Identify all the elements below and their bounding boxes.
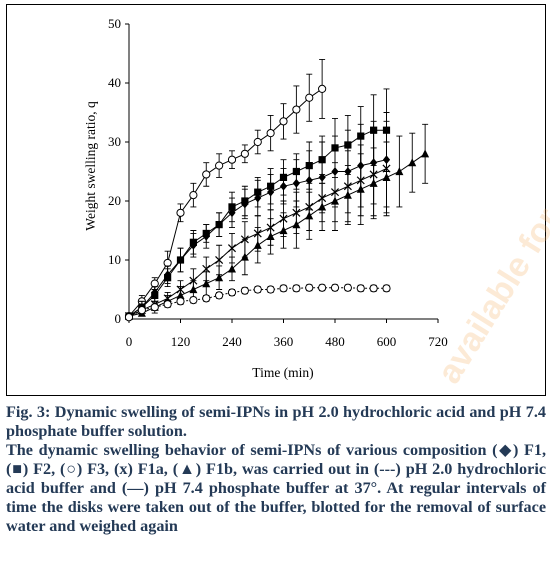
data-point	[240, 286, 249, 295]
y-tick-label: 10	[108, 252, 121, 267]
data-point	[215, 273, 224, 282]
data-point	[227, 155, 237, 164]
data-point	[202, 170, 211, 179]
data-point	[343, 283, 352, 292]
data-point	[228, 264, 236, 273]
data-point	[279, 117, 288, 126]
data-point	[253, 137, 262, 147]
data-point	[227, 288, 237, 297]
figure-caption: Fig. 3: Dynamic swelling of semi-IPNs in…	[6, 403, 546, 536]
data-point	[292, 178, 300, 188]
y-tick-label: 0	[115, 311, 122, 326]
data-point	[279, 284, 288, 293]
data-point	[215, 255, 224, 265]
data-point	[202, 264, 211, 273]
data-point	[176, 297, 185, 306]
chart-axes: 0 120 240 360 480 600 720 0 10 20 30 40 50	[108, 16, 448, 349]
data-point	[254, 193, 262, 203]
data-point	[356, 284, 365, 293]
data-point	[343, 190, 352, 199]
y-tick-label: 40	[108, 75, 121, 90]
data-point	[356, 184, 365, 193]
data-point	[408, 158, 417, 167]
caption-title: Fig. 3: Dynamic swelling of semi-IPNs in…	[6, 403, 546, 440]
data-point	[189, 191, 198, 200]
data-point	[124, 313, 134, 322]
data-point	[279, 226, 288, 235]
data-point	[331, 196, 339, 205]
x-tick-label: 0	[126, 334, 133, 349]
data-point	[202, 279, 211, 288]
data-point	[228, 208, 236, 218]
x-tick-label: 120	[171, 334, 191, 349]
data-point	[369, 284, 378, 293]
x-tick-label: 360	[274, 334, 294, 349]
data-point	[241, 199, 249, 209]
x-tick-label: 600	[377, 334, 397, 349]
data-point	[292, 220, 301, 229]
data-point	[176, 291, 185, 299]
data-series	[124, 283, 391, 322]
x-axis-label: Time (min)	[252, 365, 313, 380]
chart-series	[124, 58, 430, 322]
data-point	[318, 283, 327, 292]
data-point	[395, 167, 404, 176]
data-point	[266, 129, 275, 138]
data-point	[189, 240, 197, 250]
data-point	[240, 149, 249, 158]
data-point	[305, 211, 314, 220]
y-tick-label: 20	[108, 193, 121, 208]
data-point	[215, 161, 224, 170]
data-point	[305, 283, 314, 292]
caption-description: The dynamic swelling behavior of semi-IP…	[6, 441, 546, 535]
data-point	[189, 296, 198, 305]
data-point	[279, 181, 288, 191]
series-line	[128, 88, 323, 317]
data-point	[240, 252, 249, 261]
data-point	[253, 285, 262, 294]
data-point	[318, 84, 327, 94]
data-point	[382, 284, 391, 293]
data-point	[253, 240, 262, 249]
data-point	[189, 285, 198, 294]
data-point	[215, 291, 224, 300]
data-point	[369, 178, 378, 187]
data-point	[292, 105, 301, 114]
data-point	[215, 220, 223, 229]
x-tick-label: 480	[325, 334, 345, 349]
data-point	[266, 232, 275, 240]
data-point	[137, 306, 146, 315]
data-point	[305, 175, 313, 185]
data-point	[164, 270, 172, 280]
data-series	[125, 123, 430, 320]
y-tick-label: 30	[108, 134, 121, 149]
swelling-chart: 0 120 240 360 480 600 720 0 10 20 30 40 50 Weight sw…	[83, 16, 448, 380]
data-point	[421, 149, 430, 158]
data-point	[318, 202, 327, 211]
data-point	[292, 284, 301, 293]
data-point	[202, 232, 210, 241]
data-point	[163, 300, 172, 309]
data-point	[176, 208, 185, 217]
data-point	[151, 288, 159, 297]
data-point	[330, 283, 340, 292]
series-line	[128, 153, 426, 317]
data-point	[150, 303, 159, 312]
y-axis-label: Weight swelling ratio, q	[83, 101, 98, 231]
figure-frame: 0 120 240 360 480 600 720 0 10 20 30 40 50 Weight sw…	[6, 4, 546, 396]
y-tick-label: 50	[108, 16, 121, 31]
x-tick-label: 240	[222, 334, 242, 349]
data-point	[227, 244, 237, 253]
data-point	[202, 294, 211, 303]
data-point	[267, 187, 275, 197]
data-point	[266, 285, 275, 294]
x-tick-label: 720	[428, 334, 448, 349]
data-point	[305, 93, 314, 102]
data-point	[382, 173, 391, 181]
